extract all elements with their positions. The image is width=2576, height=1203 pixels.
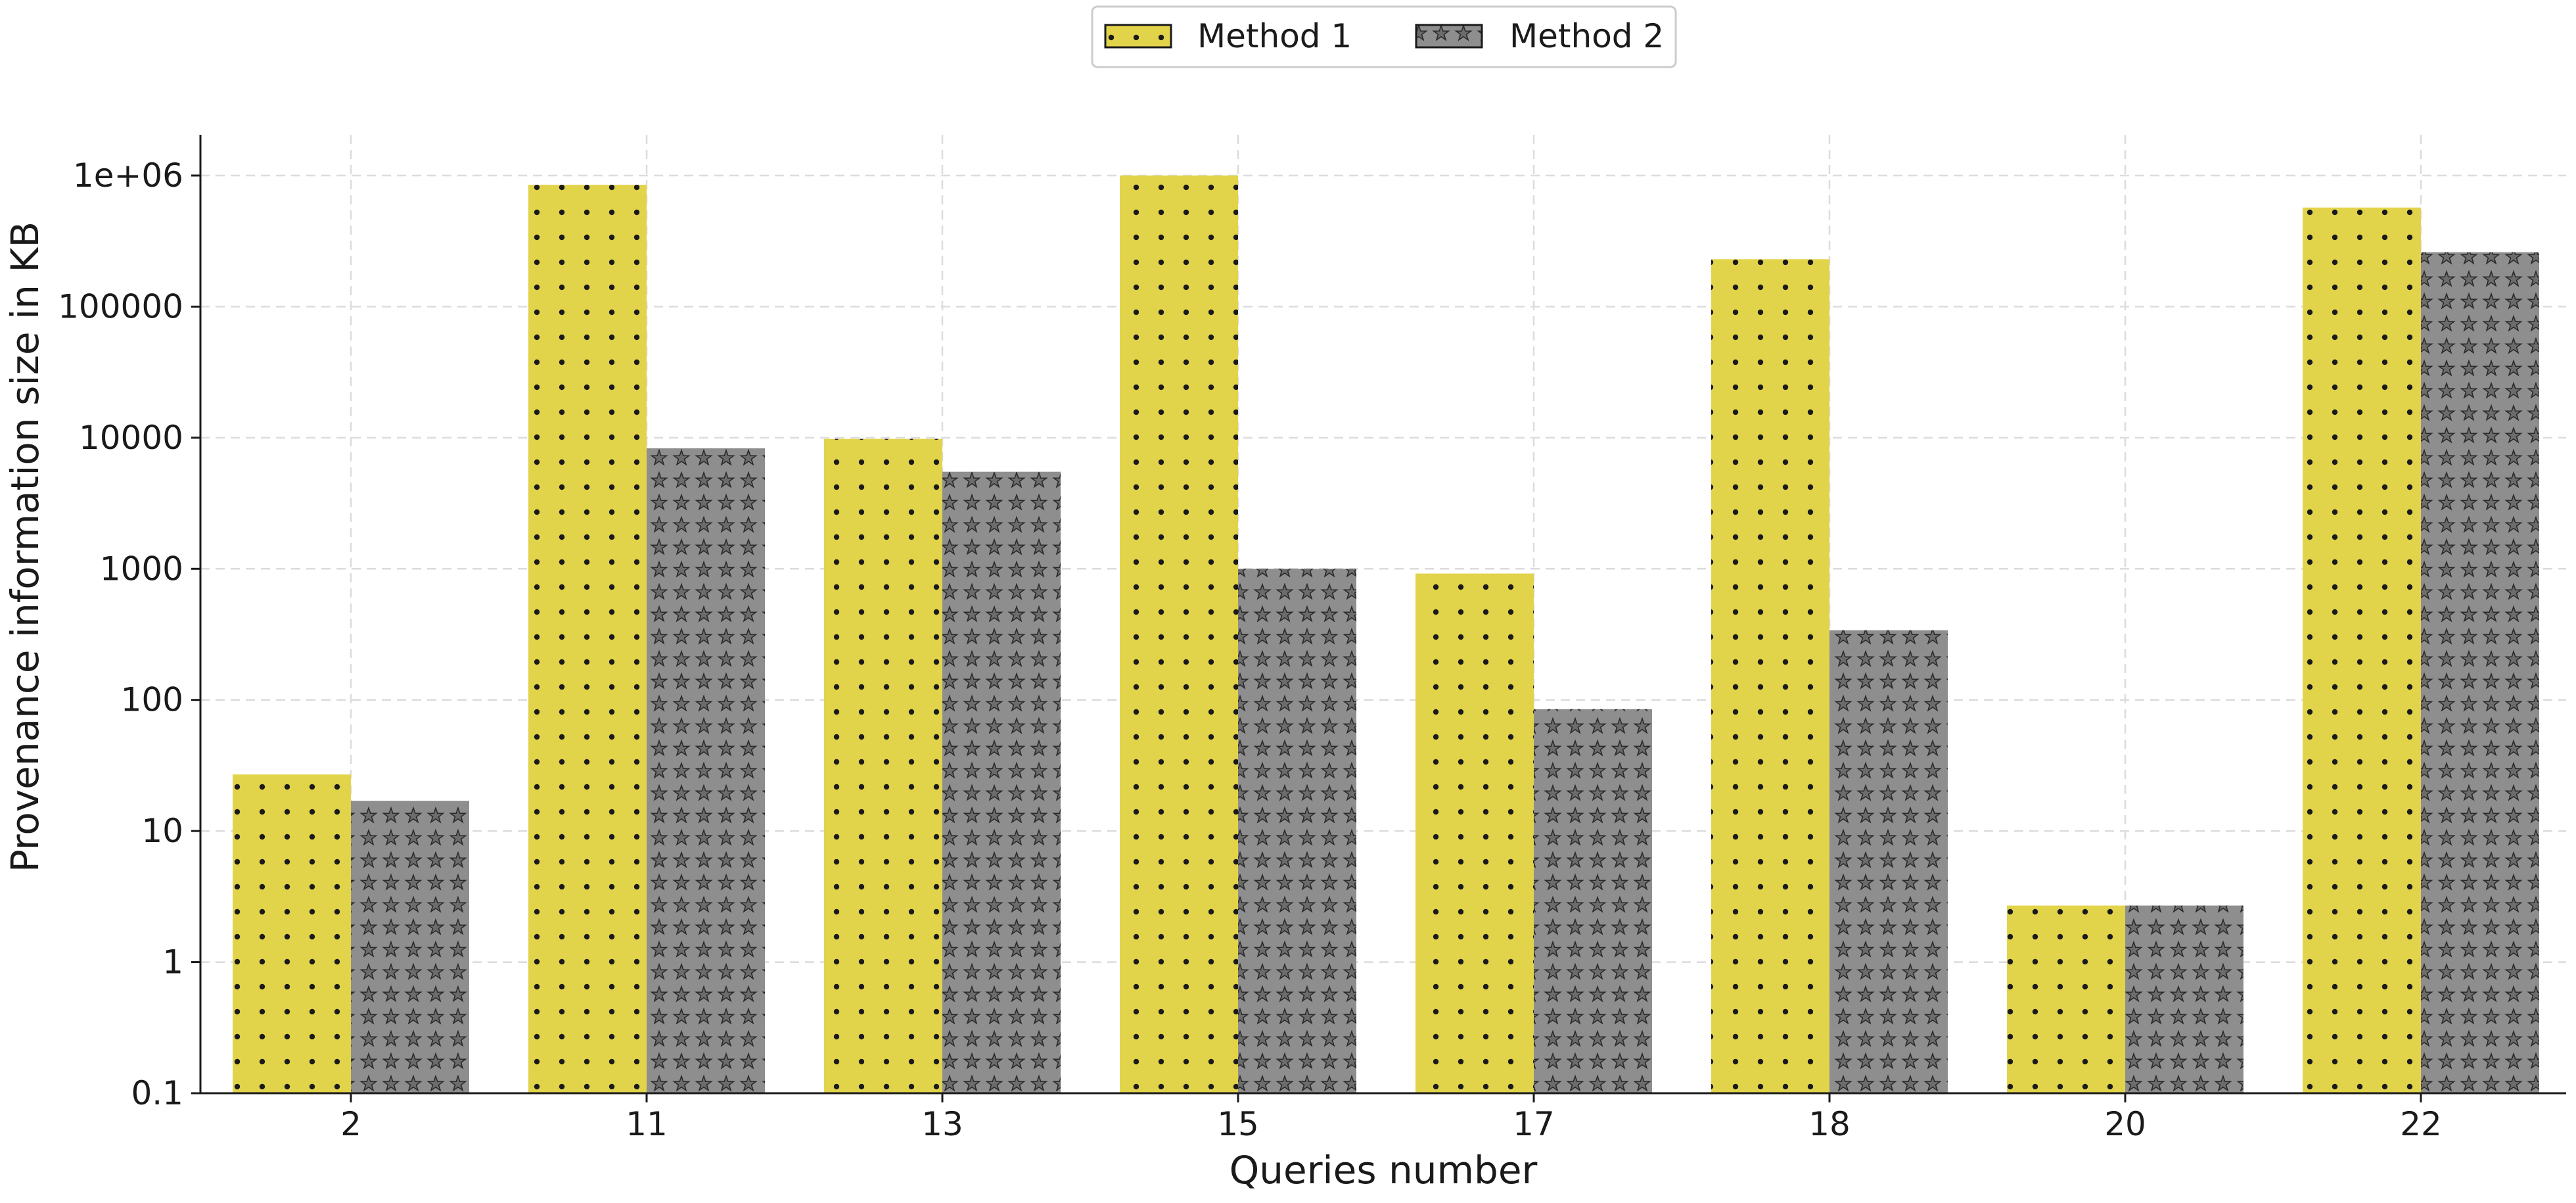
x-axis-label: Queries number [1230,1148,1538,1192]
bar-method-1-q18 [1711,259,1829,1094]
bars [233,176,2539,1094]
x-tick-label: 2 [340,1105,361,1143]
legend: Method 1 Method 2 [1091,5,1677,68]
y-axis-label: Provenance information size in KB [3,222,47,872]
legend-label-method-2: Method 2 [1509,17,1664,55]
bar-method-1-q15 [1120,176,1238,1093]
x-tick-label: 17 [1513,1105,1555,1143]
bar-method-2-q17 [1534,709,1652,1093]
axes: 0.1 1 10 100 1000 10000 100000 1e+06 2 11 13 15 17 18… [58,135,2566,1143]
bar-method-1-q22 [2303,207,2421,1093]
bar-method-2-q20 [2125,905,2243,1093]
y-tick-label: 0.1 [131,1074,183,1112]
bar-method-1-q2 [233,774,351,1093]
bar-method-1-q20 [2007,905,2125,1093]
bar-method-2-q11 [647,448,765,1093]
y-tick-label: 10000 [79,419,183,457]
bar-method-1-q11 [528,185,647,1093]
y-tick-label: 1 [162,943,183,981]
bar-method-2-q15 [1238,569,1356,1093]
bar-method-1-q17 [1415,573,1534,1093]
legend-swatch-method-2 [1415,24,1483,49]
x-tick-label: 20 [2104,1105,2146,1143]
bar-method-1-q13 [824,438,942,1093]
y-tick-label: 100 [121,681,183,719]
x-tick-label: 15 [1217,1105,1259,1143]
x-tick-label: 13 [921,1105,963,1143]
y-tick-label: 1000 [100,550,183,588]
bar-method-2-q13 [942,471,1061,1093]
bar-method-2-q18 [1829,630,1948,1093]
y-tick-label: 1e+06 [73,156,183,195]
y-tick-label: 10 [141,812,183,850]
x-tick-label: 22 [2400,1105,2442,1143]
bar-method-2-q22 [2421,252,2539,1093]
bar-method-2-q2 [351,801,469,1093]
legend-swatch-method-1 [1104,24,1172,49]
x-tick-label: 18 [1808,1105,1851,1143]
x-tick-label: 11 [626,1105,668,1143]
legend-label-method-1: Method 1 [1197,17,1352,55]
legend-frame [1091,5,1677,68]
y-tick-label: 100000 [58,287,183,325]
